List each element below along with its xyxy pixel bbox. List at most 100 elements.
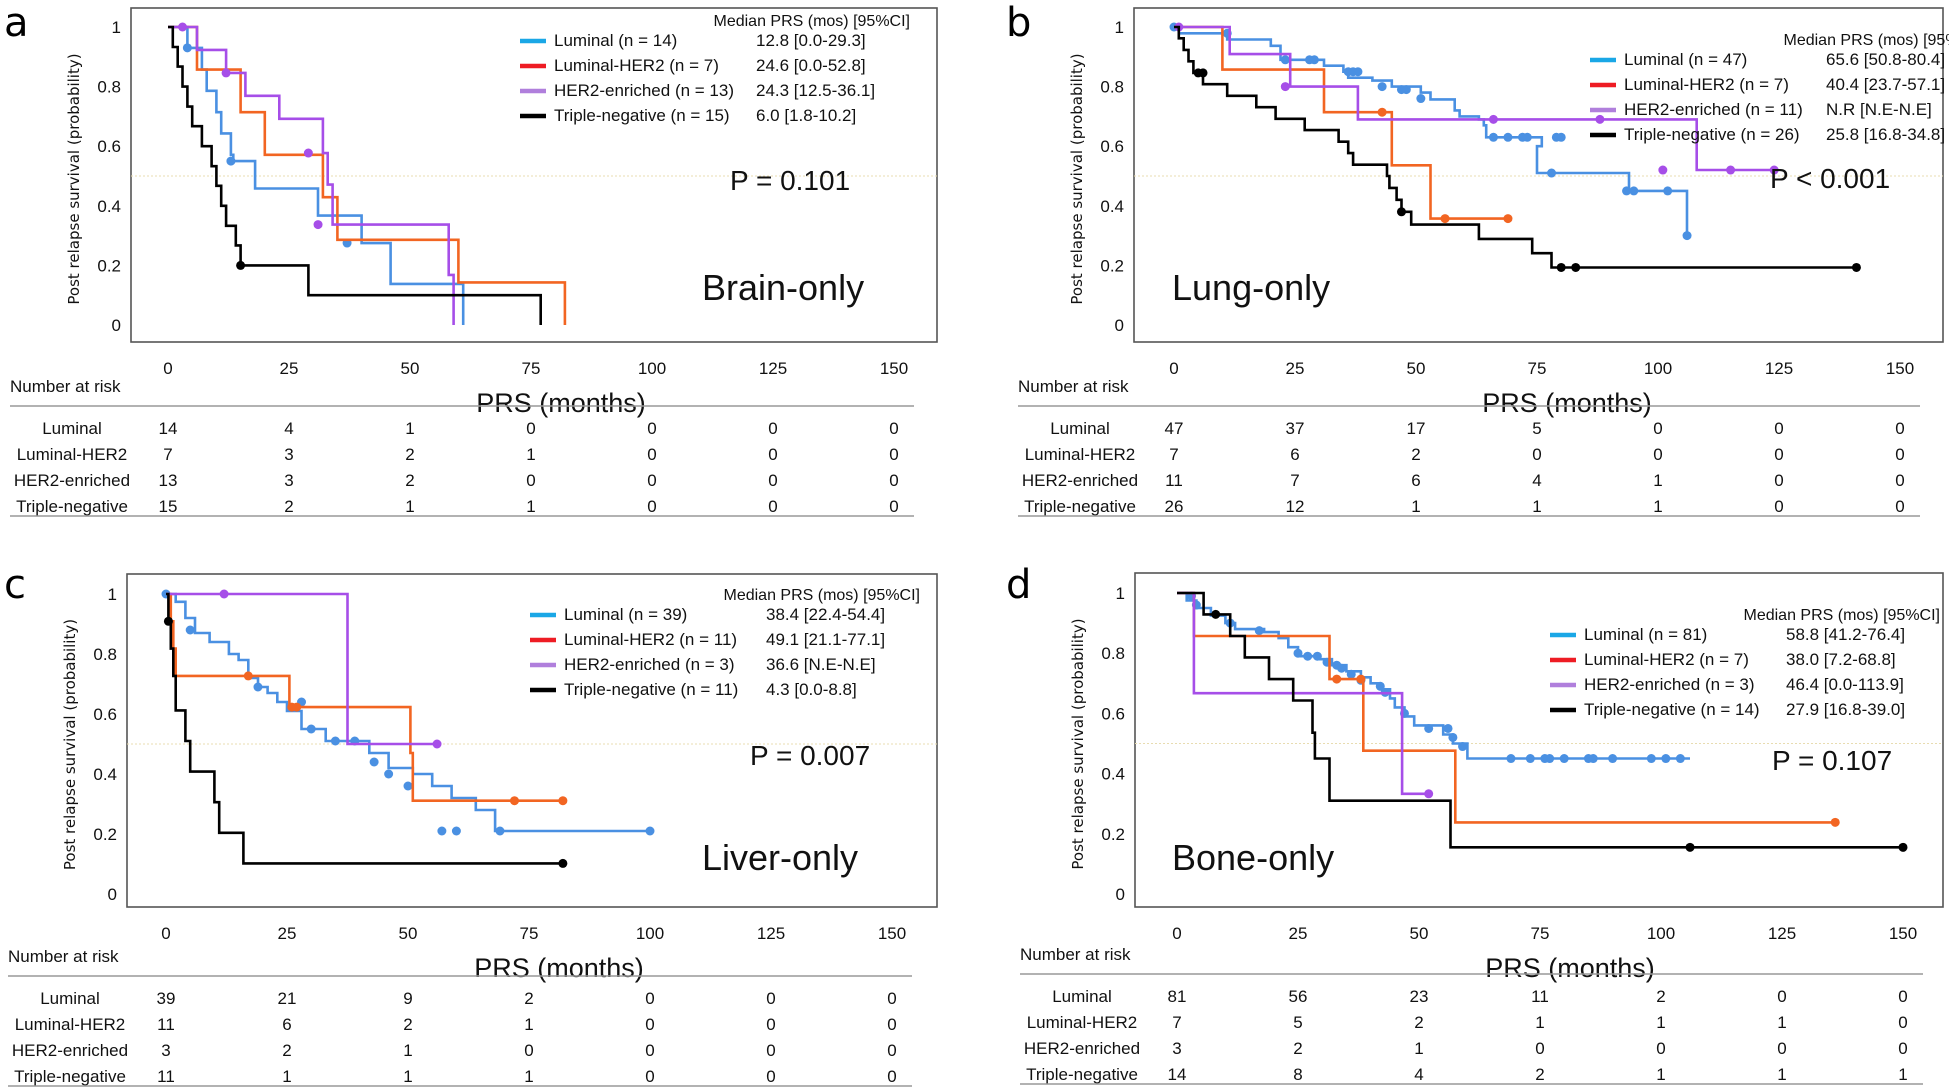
panel-letter: b [1006,0,1031,46]
risk-count: 11 [157,1067,175,1086]
censor-mark [185,625,195,635]
censor-mark [1377,82,1387,92]
risk-count: 0 [645,1041,654,1060]
risk-count: 0 [768,497,777,516]
censor-mark [1608,754,1618,764]
risk-count: 39 [157,989,176,1008]
risk-count: 2 [1293,1039,1302,1058]
censor-mark [432,739,442,749]
risk-count: 14 [1168,1065,1187,1084]
x-tick-label: 125 [757,924,785,943]
censor-mark [1198,68,1208,78]
survival-curve [166,592,563,802]
legend-label: Luminal-HER2 (n = 7) [1624,75,1789,94]
y-tick-label: 0.2 [97,256,121,275]
risk-count: 56 [1289,987,1308,1006]
risk-count: 4 [284,419,293,438]
risk-group-label: Luminal-HER2 [15,1015,126,1034]
risk-count: 1 [282,1067,291,1086]
risk-count: 0 [1532,445,1541,464]
risk-count: 2 [1414,1013,1423,1032]
risk-count: 15 [159,497,178,516]
x-axis-label: PRS (months) [1482,388,1652,418]
censor-mark [1830,817,1840,827]
risk-count: 1 [1653,497,1662,516]
risk-count: 11 [1531,987,1549,1006]
y-tick-label: 0 [112,316,121,335]
risk-count: 4 [1532,471,1541,490]
censor-mark [1547,168,1557,178]
risk-table-title: Number at risk [1018,377,1129,396]
x-tick-label: 100 [1644,359,1672,378]
censor-mark [219,589,229,599]
legend-label: Luminal-HER2 (n = 11) [564,630,737,649]
risk-count: 0 [1774,471,1783,490]
risk-count: 17 [1407,419,1426,438]
risk-count: 0 [1895,445,1904,464]
risk-table-title: Number at risk [8,947,119,966]
risk-count: 0 [889,497,898,516]
risk-group-label: Triple-negative [14,1067,126,1086]
series-her2-enriched [1177,591,1434,799]
censor-mark [1571,262,1581,272]
risk-count: 0 [889,471,898,490]
risk-group-label: Luminal [40,989,100,1008]
censor-mark [645,826,655,836]
y-tick-label: 0.6 [93,705,117,724]
risk-count: 0 [1656,1039,1665,1058]
y-tick-label: 0 [1116,885,1125,904]
censor-mark [1346,669,1356,679]
survival-curve [166,592,650,833]
censor-mark [495,826,505,836]
x-tick-label: 0 [163,359,172,378]
panel-letter: d [1006,562,1031,608]
censor-mark [509,796,519,806]
risk-count: 1 [1414,1039,1423,1058]
x-tick-label: 100 [638,359,666,378]
risk-table-row: HER2-enriched 3 2 1 0 0 0 0 [12,1041,897,1060]
risk-count: 3 [284,471,293,490]
risk-count: 0 [1653,419,1662,438]
risk-count: 0 [768,419,777,438]
risk-count: 7 [1290,471,1299,490]
risk-count: 11 [1165,471,1183,490]
risk-group-label: Luminal-HER2 [1027,1013,1138,1032]
risk-count: 0 [766,1015,775,1034]
risk-count: 0 [887,1041,896,1060]
survival-curve [1177,591,1903,849]
survival-curve [1174,25,1775,172]
risk-count: 3 [284,445,293,464]
censor-mark [558,796,568,806]
risk-table-title: Number at risk [1020,945,1131,964]
risk-table-row: Luminal-HER2 11 6 2 1 0 0 0 [15,1015,897,1034]
risk-table-title: Number at risk [10,377,121,396]
x-tick-label: 75 [522,359,541,378]
censor-mark [1503,214,1513,224]
censor-mark [1375,681,1385,691]
censor-mark [313,220,323,230]
censor-mark [1443,723,1453,733]
y-tick-label: 0.2 [1101,825,1125,844]
censor-mark [1726,165,1736,175]
y-tick-label: 0.6 [97,137,121,156]
censor-mark [1545,754,1555,764]
risk-group-label: Luminal-HER2 [17,445,128,464]
risk-count: 26 [1165,497,1184,516]
risk-count: 4 [1414,1065,1423,1084]
risk-group-label: Triple-negative [1024,497,1136,516]
censor-mark [221,68,231,78]
legend-label: HER2-enriched (n = 13) [554,81,734,100]
x-axis-label: PRS (months) [1485,953,1655,983]
censor-mark [1622,186,1632,196]
censor-mark [1556,262,1566,272]
censor-mark [1588,754,1598,764]
risk-count: 2 [403,1015,412,1034]
censor-mark [163,616,173,626]
y-tick-label: 0.4 [1100,197,1124,216]
censor-mark [330,736,340,746]
censor-mark [1458,742,1468,752]
legend-title: Median PRS (mos) [95%CI] [1783,32,1949,49]
risk-count: 0 [645,1067,654,1086]
legend: Median PRS (mos) [95%CI] Luminal (n = 14)… [520,13,910,125]
